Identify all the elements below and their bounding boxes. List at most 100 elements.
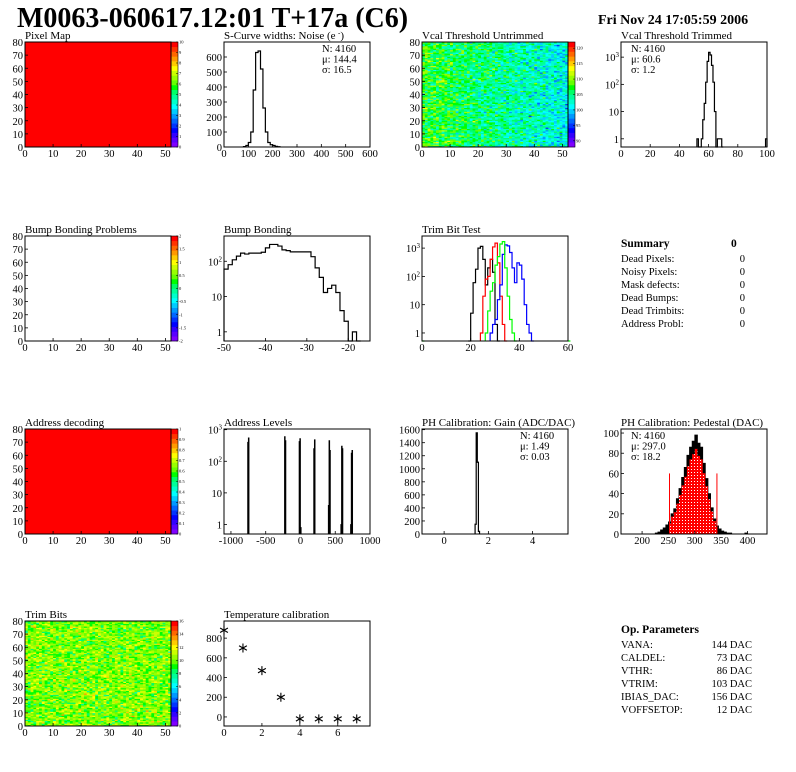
heatmap-cell: [475, 57, 479, 60]
heatmap-cell: [537, 123, 541, 125]
heatmap-cell: [503, 61, 507, 64]
heatmap-cell: [480, 145, 485, 148]
heatmap-cell: [452, 87, 456, 90]
heatmap-cell: [433, 87, 437, 90]
heatmap-cell: [492, 78, 496, 81]
heatmap-cell: [455, 126, 459, 128]
heatmap-cell: [534, 97, 538, 99]
heatmap-cell: [511, 73, 515, 76]
heatmap-cell: [469, 89, 473, 91]
heatmap-cell: [509, 124, 513, 127]
heatmap-cell: [452, 84, 456, 86]
heatmap-cell: [492, 56, 496, 59]
heatmap-cell: [466, 141, 471, 144]
color-scale-label: 2: [179, 234, 181, 239]
heatmap-cell: [534, 47, 538, 49]
heatmap-cell: [514, 82, 518, 85]
heatmap-cell: [427, 135, 431, 137]
heatmap-cell: [464, 145, 468, 148]
heatmap-cell: [444, 140, 448, 143]
heatmap-cell: [520, 73, 524, 76]
heatmap-cell: [436, 44, 440, 47]
heatmap-cell: [436, 106, 440, 108]
heatmap-cell: [464, 136, 468, 139]
heatmap-cell: [525, 48, 529, 51]
heatmap-cell: [483, 72, 487, 74]
heatmap-cell: [534, 53, 538, 56]
heatmap-cell: [438, 118, 442, 120]
heatmap-cell: [433, 126, 437, 128]
heatmap-cell: [455, 49, 459, 52]
y-tick-label: 10: [410, 130, 421, 141]
heatmap-cell: [438, 107, 442, 110]
heatmap-cell: [486, 107, 490, 110]
heatmap-cell: [534, 135, 538, 137]
heatmap-cell: [447, 47, 451, 49]
heatmap-cell: [464, 42, 468, 44]
heatmap-cell: [461, 70, 465, 73]
heatmap-cell: [509, 120, 513, 123]
heatmap-cell: [523, 73, 527, 76]
heatmap-cell: [525, 63, 529, 65]
heatmap-cell: [464, 110, 468, 112]
heatmap-cell: [545, 81, 549, 83]
heatmap-cell: [430, 129, 434, 132]
heatmap-cell: [514, 78, 518, 81]
heatmap-cell: [497, 102, 501, 104]
heatmap-cell: [427, 136, 431, 139]
heatmap-cell: [483, 127, 487, 129]
heatmap-cell: [452, 78, 456, 81]
heatmap-cell: [475, 127, 479, 129]
heatmap-cell: [483, 77, 487, 80]
heatmap-cell: [438, 122, 442, 124]
heatmap-cell: [511, 84, 515, 86]
heatmap-cell: [450, 139, 454, 141]
heatmap-cell: [506, 136, 510, 139]
heatmap-cell: [430, 56, 434, 59]
heatmap-cell: [492, 102, 496, 104]
heatmap-cell: [520, 120, 524, 123]
color-scale-band: [171, 108, 178, 114]
heatmap-cell: [464, 89, 468, 91]
heatmap-cell: [506, 57, 510, 60]
heatmap-cell: [537, 68, 541, 70]
heatmap-cell: [422, 112, 426, 115]
heatmap-cell: [511, 136, 515, 139]
heatmap-cell: [466, 126, 471, 128]
heatmap-cell: [523, 106, 527, 108]
color-scale-label: 0.3: [179, 500, 185, 505]
heatmap-cell: [503, 112, 507, 115]
heatmap-cell: [438, 124, 442, 127]
heatmap-cell: [531, 95, 535, 98]
heatmap-cell: [503, 87, 507, 90]
heatmap-cell: [422, 93, 426, 95]
heatmap-cell: [427, 53, 431, 56]
heatmap-cell: [447, 102, 451, 104]
heatmap-cell: [528, 127, 532, 129]
heatmap-cell: [422, 128, 426, 131]
heatmap-cell: [509, 68, 513, 70]
heatmap-cell: [455, 65, 459, 68]
heatmap-cell: [495, 82, 499, 85]
heatmap-cell: [461, 80, 465, 82]
heatmap-cell: [461, 73, 465, 76]
heatmap-cell: [495, 110, 499, 112]
heatmap-cell: [531, 140, 535, 143]
color-scale-band: [171, 142, 178, 148]
heatmap-cell: [534, 136, 538, 139]
x-tick-label: 0: [419, 149, 424, 160]
heatmap-cell: [534, 127, 538, 129]
heatmap-cell: [458, 140, 462, 143]
heatmap-cell: [424, 143, 428, 145]
heatmap-cell: [511, 57, 515, 60]
heatmap-cell: [528, 135, 532, 137]
heatmap-cell: [438, 60, 442, 62]
heatmap-cell: [506, 131, 510, 133]
heatmap-cell: [542, 124, 546, 127]
heatmap-cell: [520, 127, 524, 129]
heatmap-cell: [427, 78, 431, 81]
heatmap-cell: [450, 116, 454, 119]
heatmap-cell: [492, 66, 496, 69]
